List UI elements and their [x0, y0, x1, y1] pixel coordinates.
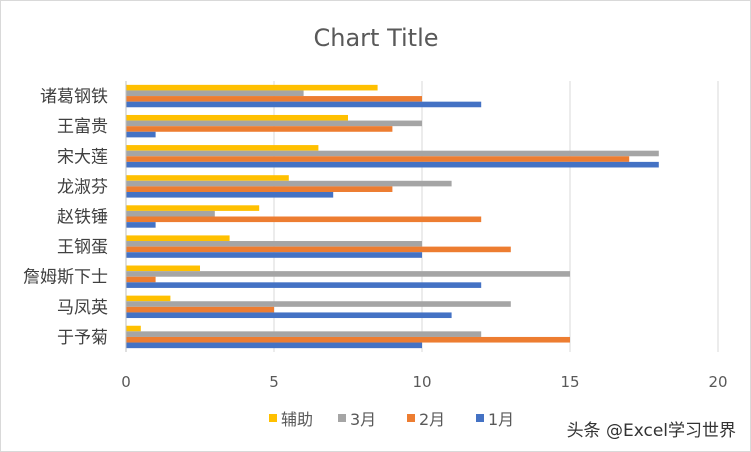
- bar-1月: [126, 342, 422, 349]
- bar-辅助: [126, 295, 171, 302]
- bar-1月: [126, 252, 422, 258]
- bar-3月: [126, 241, 422, 247]
- bar-3月: [126, 150, 659, 157]
- bar-3月: [126, 120, 422, 127]
- legend-swatch: [269, 414, 277, 422]
- bar-3月: [126, 301, 511, 307]
- bar-2月: [126, 186, 393, 192]
- bar-1月: [126, 312, 452, 319]
- legend-label: 辅助: [281, 410, 313, 429]
- bar-1月: [126, 161, 659, 168]
- bar-3月: [126, 271, 570, 277]
- x-tick-label: 20: [708, 373, 727, 391]
- x-tick-label: 10: [412, 373, 431, 391]
- bar-辅助: [126, 205, 260, 211]
- category-label: 龙淑芬: [57, 177, 108, 197]
- category-label: 王钢蛋: [57, 238, 108, 258]
- legend-label: 1月: [488, 410, 514, 429]
- category-label: 宋大莲: [57, 147, 108, 167]
- bar-1月: [126, 282, 482, 288]
- x-tick-label: 5: [269, 373, 279, 391]
- legend-label: 3月: [350, 410, 376, 429]
- bar-3月: [126, 180, 452, 187]
- legend-swatch: [407, 414, 415, 422]
- bar-2月: [126, 216, 482, 223]
- bar-辅助: [126, 145, 319, 151]
- bar-辅助: [126, 235, 230, 242]
- bar-2月: [126, 96, 422, 102]
- category-label: 诸葛钢铁: [40, 87, 108, 107]
- bar-2月: [126, 126, 393, 132]
- bar-2月: [126, 306, 274, 313]
- category-label: 于予菊: [57, 328, 108, 348]
- chart-title: Chart Title: [313, 24, 438, 52]
- watermark: 头条 @Excel学习世界: [566, 421, 736, 441]
- bar-2月: [126, 336, 570, 343]
- legend-swatch: [338, 414, 346, 422]
- category-label: 王富贵: [57, 117, 108, 137]
- legend-label: 2月: [419, 410, 445, 429]
- category-label: 马凤英: [57, 298, 108, 318]
- bar-辅助: [126, 114, 348, 121]
- bar-辅助: [126, 84, 378, 91]
- category-label: 詹姆斯下士: [23, 268, 108, 288]
- bar-辅助: [126, 265, 200, 272]
- x-tick-label: 0: [121, 373, 131, 391]
- bar-2月: [126, 276, 156, 283]
- x-tick-label: 15: [560, 373, 579, 391]
- bar-1月: [126, 222, 156, 228]
- bar-3月: [126, 210, 215, 217]
- category-label: 赵铁锤: [57, 208, 108, 228]
- bar-2月: [126, 156, 630, 162]
- bar-3月: [126, 331, 482, 337]
- bar-1月: [126, 131, 156, 138]
- legend-swatch: [476, 414, 484, 422]
- bar-1月: [126, 191, 334, 198]
- bar-3月: [126, 90, 304, 97]
- bar-1月: [126, 101, 482, 108]
- bar-2月: [126, 246, 511, 253]
- bar-辅助: [126, 175, 289, 181]
- bar-辅助: [126, 325, 141, 332]
